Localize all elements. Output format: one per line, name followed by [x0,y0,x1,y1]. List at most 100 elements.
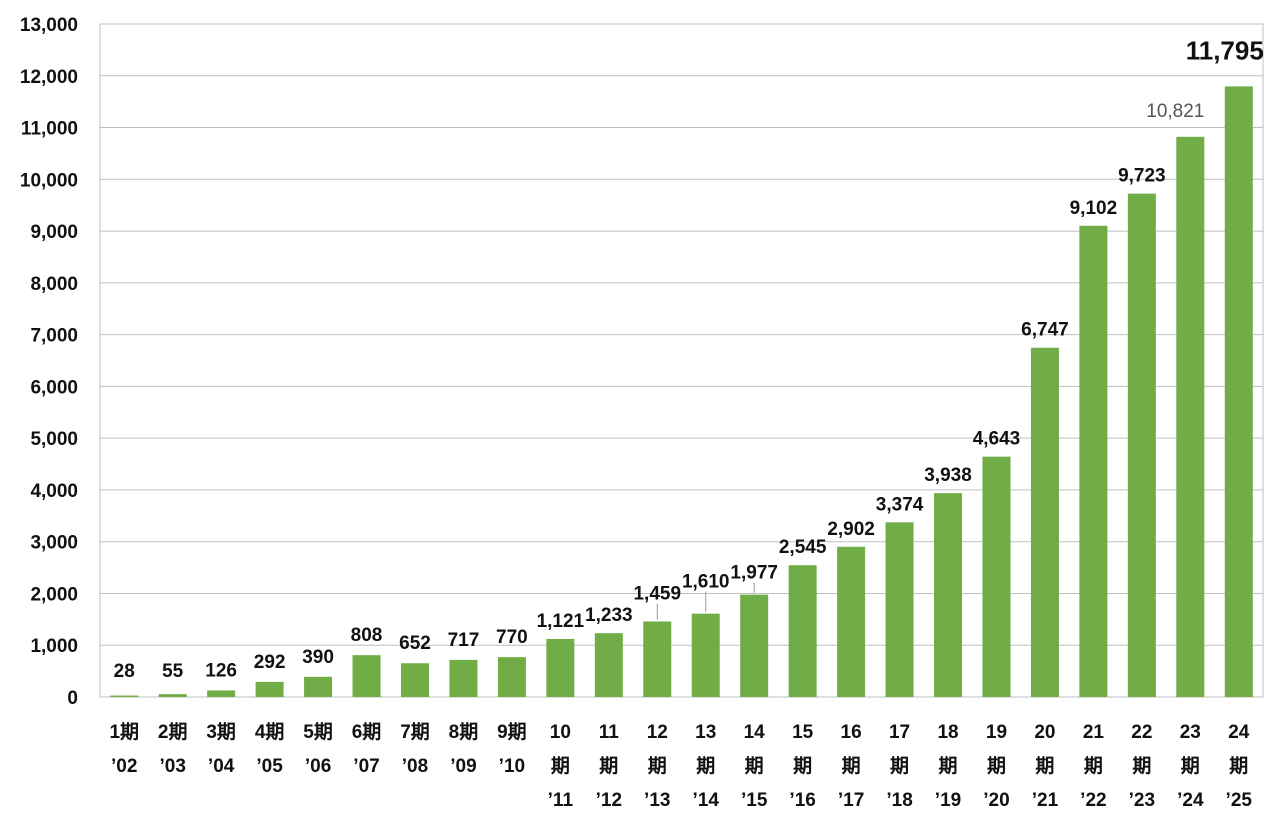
y-tick-label: 13,000 [20,15,78,36]
bar [255,681,284,697]
x-tick-label: 期 [1132,755,1151,777]
data-label: 28 [114,661,135,682]
x-tick-label: 10 [550,722,571,743]
data-label: 1,610 [682,572,730,593]
x-tick-label: 期 [987,755,1006,777]
x-tick-label: ’24 [1177,790,1204,811]
x-axis: 1期 ’02 2期 ’03 3期 ’04 4期 ’05 5期 ’06 6期 ’07 7期 ’08 8期 ’09… [109,721,1252,811]
bar [837,546,866,697]
x-tick-label: 21 [1083,722,1105,743]
x-tick-label: ’08 [402,756,428,777]
bar [934,493,963,697]
x-tick-label: ’15 [741,790,768,811]
x-tick-label: ’11 [548,790,574,811]
data-label: 2,902 [827,519,875,540]
x-tick-label: ’16 [789,790,815,811]
data-label: 55 [162,661,184,682]
x-tick-label: 期 [551,755,570,777]
y-tick-label: 11,000 [21,119,78,140]
x-tick-label: 9期 [497,721,527,743]
x-tick-label: ’14 [693,790,720,811]
x-tick-label: 期 [1229,755,1248,777]
y-axis: 0 1,000 2,000 3,000 4,000 5,000 6,000 7,000 8,00… [20,15,78,709]
leader-lines [656,582,755,620]
data-label: 808 [351,625,383,646]
y-tick-label: 7,000 [30,326,78,347]
data-label: 292 [254,652,286,673]
y-tick-label: 9,000 [30,222,78,243]
x-tick-label: 19 [986,722,1007,743]
y-tick-label: 1,000 [30,636,78,657]
x-tick-label: 7期 [400,721,430,743]
x-tick-label: 4期 [255,721,285,743]
y-tick-label: 4,000 [30,481,78,502]
bar [885,522,914,697]
data-label: 1,121 [537,611,585,632]
x-tick-label: 17 [889,722,910,743]
data-label: 9,723 [1118,166,1166,187]
data-label: 652 [399,633,431,654]
x-tick-label: 15 [792,722,814,743]
x-tick-label: 期 [890,755,909,777]
x-tick-label: ’23 [1129,790,1155,811]
data-label: 3,374 [876,494,924,515]
data-label: 126 [205,660,237,681]
data-label: 717 [448,630,480,651]
x-tick-label: 12 [647,722,668,743]
x-tick-label: 期 [1181,755,1200,777]
x-tick-label: ’07 [353,756,379,777]
grid-lines [99,23,1264,698]
x-tick-label: 5期 [303,721,333,743]
bar [1176,136,1205,697]
bar [546,638,575,697]
bar [1030,347,1059,697]
x-tick-label: 期 [1084,755,1103,777]
x-tick-label: 期 [696,755,715,777]
y-tick-label: 0 [67,688,78,709]
data-label: 770 [496,627,528,648]
x-tick-label: ’22 [1080,790,1106,811]
x-tick-label: 8期 [449,721,479,743]
bar [497,657,526,697]
y-tick-label: 12,000 [20,67,78,88]
y-tick-label: 10,000 [20,170,78,191]
data-label: 9,102 [1070,198,1118,219]
x-tick-label: ’12 [596,790,622,811]
bar [158,694,187,697]
x-tick-label: 11 [599,722,620,743]
x-tick-label: 3期 [206,721,236,743]
data-label: 6,747 [1021,320,1069,341]
y-tick-label: 3,000 [30,533,78,554]
x-tick-label: 24 [1228,722,1250,743]
data-label: 4,643 [973,429,1021,450]
x-tick-label: 23 [1180,722,1201,743]
x-tick-label: ’05 [256,756,283,777]
data-label: 390 [302,647,334,668]
x-tick-label: ’10 [499,756,525,777]
data-label: 3,938 [924,465,972,486]
bar [788,565,817,697]
x-tick-label: 期 [745,755,764,777]
y-tick-label: 5,000 [30,429,78,450]
data-label: 1,233 [585,605,633,626]
x-tick-label: 期 [842,755,861,777]
x-tick-label: ’20 [983,790,1009,811]
x-tick-label: ’18 [886,790,912,811]
bar [449,659,478,697]
data-label: 1,977 [730,563,778,584]
bar [982,456,1011,697]
bar [643,621,672,697]
x-tick-label: ’25 [1226,790,1253,811]
bar [1079,225,1108,698]
x-tick-label: 22 [1131,722,1152,743]
data-labels: 28 55 126 292 390 808 652 717 770 1,121 1,2331,459… [114,35,1264,682]
bar [400,663,429,697]
x-tick-label: ’03 [159,756,185,777]
x-tick-label: 期 [1035,755,1054,777]
x-tick-label: ’19 [935,790,961,811]
bar [207,690,236,697]
bar [110,695,139,697]
x-tick-label: ’04 [208,756,235,777]
y-tick-label: 6,000 [30,377,78,398]
